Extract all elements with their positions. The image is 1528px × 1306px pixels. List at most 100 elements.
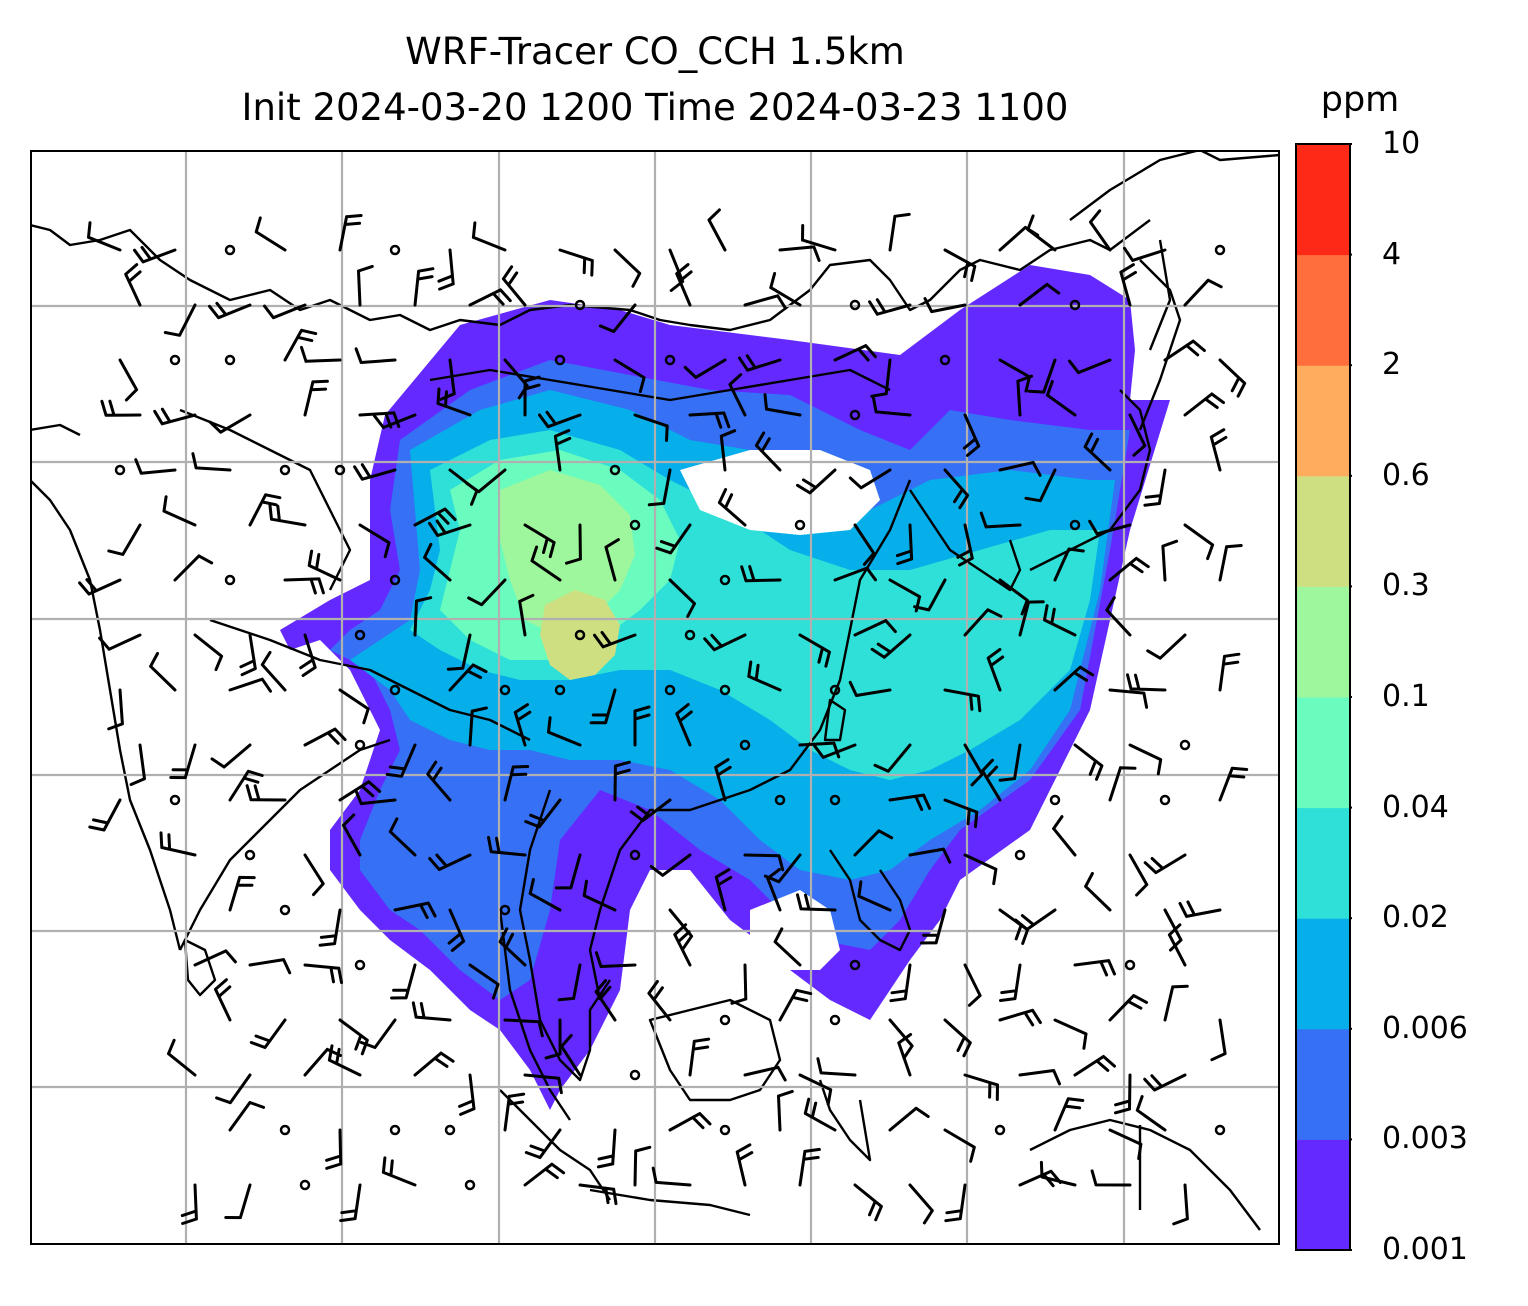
calm-wind-marker [499, 904, 511, 916]
wind-barb [773, 927, 802, 967]
wind-barb [998, 743, 1022, 782]
wind-barb [303, 963, 343, 985]
colorbar-tick-label: 2 [1382, 347, 1402, 383]
wind-barb [385, 743, 417, 778]
wind-barb [557, 963, 582, 1002]
wind-barb [1135, 1095, 1167, 1132]
wind-barb [857, 880, 892, 912]
wind-barb [1045, 380, 1077, 417]
wind-barb [688, 411, 731, 429]
wind-barb [651, 1166, 692, 1187]
wind-barb [228, 677, 272, 693]
wind-barb [833, 566, 877, 582]
wind-barb [325, 1128, 343, 1170]
wind-barb [503, 765, 530, 802]
calm-wind-marker [1214, 244, 1226, 256]
wind-barb [747, 660, 782, 692]
wind-barb [214, 978, 232, 1022]
wind-barb [523, 523, 556, 559]
wind-barb [963, 608, 1003, 637]
border-central-asia [179, 408, 352, 591]
wind-barb [446, 633, 472, 671]
wind-barb [717, 488, 747, 527]
wind-barb [436, 387, 472, 417]
wind-barb [268, 503, 307, 527]
wind-barb [1183, 278, 1223, 307]
wind-barb [208, 301, 252, 320]
wind-barb [673, 923, 692, 967]
wind-barb [428, 519, 472, 537]
wind-barb [124, 263, 142, 307]
wind-barb [248, 958, 292, 975]
calm-wind-marker [279, 1124, 291, 1136]
colorbar-segment [1296, 586, 1350, 698]
wind-barb [554, 853, 582, 890]
wind-barb [353, 463, 397, 481]
calm-wind-marker [354, 739, 366, 751]
wind-barb [249, 1018, 287, 1049]
wind-barb [920, 908, 947, 945]
wind-barb [998, 1008, 1042, 1027]
wind-barb [1163, 984, 1189, 1022]
coastline-kamchatka [1138, 259, 1182, 431]
wind-barb [88, 798, 122, 832]
calm-wind-marker [1179, 739, 1191, 751]
wind-barb [633, 705, 651, 747]
wind-barb [393, 901, 437, 920]
wind-barb [728, 373, 747, 417]
wind-barb [180, 1183, 198, 1225]
wind-barb [228, 875, 256, 912]
coastlines [30, 150, 1280, 1231]
coastline-malay-peninsula [498, 909, 571, 1121]
wind-barb [1183, 392, 1225, 417]
calm-wind-marker [554, 354, 566, 366]
wind-barb [191, 452, 232, 472]
colorbar [1295, 143, 1352, 1251]
calm-wind-marker [1214, 1124, 1226, 1136]
border-china-mongolia [429, 368, 891, 402]
wind-barb [816, 1057, 857, 1077]
wind-barb [558, 248, 594, 277]
wind-barb [1108, 994, 1148, 1022]
wind-barb [735, 1143, 754, 1187]
wind-barb [228, 769, 264, 802]
wind-barb [743, 294, 787, 310]
wind-barb [1053, 547, 1085, 582]
wind-barb [553, 429, 572, 472]
wind-barb [413, 596, 433, 637]
calm-wind-marker [829, 794, 841, 806]
wind-barb [813, 743, 857, 759]
wind-barb [798, 1147, 821, 1187]
wind-barb [224, 1183, 252, 1220]
wind-barb [888, 1018, 914, 1060]
wind-barbs [78, 208, 1249, 1226]
colorbar-segment [1296, 144, 1350, 256]
wind-barb [560, 1034, 582, 1077]
wind-barb [963, 743, 984, 787]
calm-wind-marker [684, 629, 696, 641]
gridlines [30, 150, 1280, 1245]
colorbar-tick-label: 10 [1382, 126, 1421, 161]
calm-wind-marker [224, 574, 236, 586]
wind-barb [1108, 688, 1149, 709]
wind-barb [796, 468, 837, 495]
wind-barb [594, 951, 637, 968]
wind-barb [1128, 853, 1149, 897]
wind-barb [303, 853, 325, 897]
wind-barb [675, 703, 693, 747]
tracer-map [30, 150, 1280, 1245]
wind-barb [193, 633, 224, 672]
wind-barb [423, 542, 452, 582]
calm-wind-marker [389, 684, 401, 696]
wind-barb [437, 248, 455, 291]
wind-barb [778, 988, 813, 1022]
wind-barb [307, 549, 342, 582]
wind-barb [986, 648, 1005, 692]
calm-wind-marker [719, 1014, 731, 1026]
wind-barb [283, 328, 318, 362]
wind-barb [210, 743, 252, 769]
wind-barb [245, 784, 287, 802]
calm-wind-marker [1069, 299, 1081, 311]
wind-barb [523, 375, 541, 417]
wind-barb [598, 303, 637, 333]
